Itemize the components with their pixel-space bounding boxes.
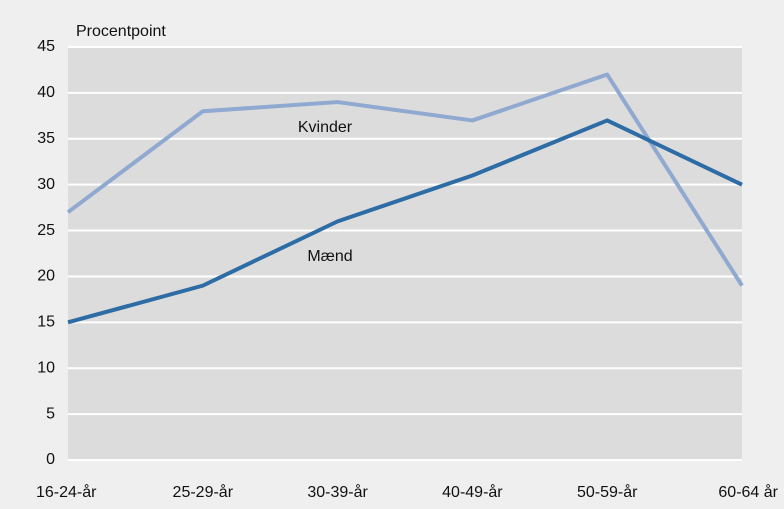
y-tick-label: 20 <box>37 268 55 285</box>
series-line <box>67 118 743 325</box>
series-line <box>66 72 744 287</box>
y-tick-label: 45 <box>37 38 55 55</box>
y-tick-label: 30 <box>37 176 55 193</box>
y-axis-label: Procentpoint <box>76 23 166 40</box>
y-tick-label: 15 <box>37 314 55 331</box>
x-tick-label: 25-29-år <box>173 483 234 501</box>
x-tick-label: 40-49-år <box>442 483 503 501</box>
x-tick-label: 60-64 år <box>718 483 778 501</box>
series-label: Mænd <box>307 248 352 265</box>
y-tick-label: 10 <box>37 359 55 376</box>
y-tick-label: 0 <box>46 451 55 468</box>
series-label: Kvinder <box>298 119 353 136</box>
y-tick-label: 5 <box>46 405 55 422</box>
x-tick-label: 30-39-år <box>307 483 368 501</box>
x-tick-label: 50-59-år <box>577 483 638 501</box>
y-tick-label: 35 <box>37 130 55 147</box>
x-tick-label: 16-24-år <box>36 483 97 501</box>
y-tick-label: 40 <box>37 84 55 101</box>
plot-area <box>68 47 742 460</box>
y-tick-label: 25 <box>37 222 55 239</box>
